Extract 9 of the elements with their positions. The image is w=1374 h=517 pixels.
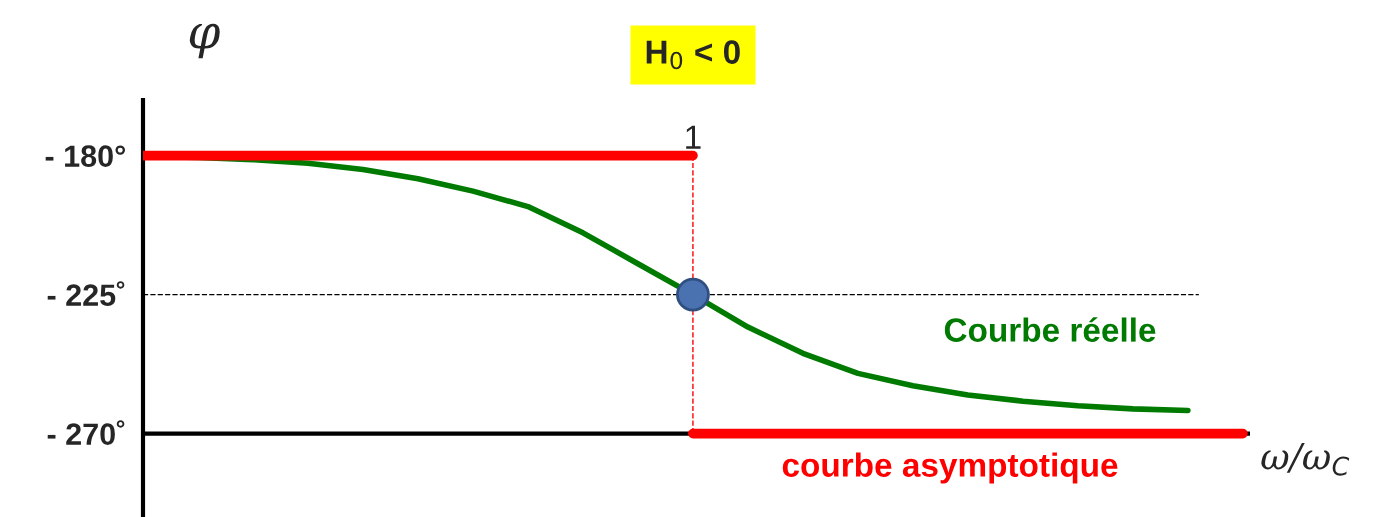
y-tick-label: - 225˚ [47, 281, 125, 306]
annotation: Courbe réelle [944, 317, 1156, 342]
y-axis-title: φ [189, 23, 220, 59]
annotation: courbe asymptotique [782, 452, 1118, 484]
x-axis-title: ω/ω$_{C}$ [1261, 443, 1350, 476]
chart-title: H$_{0}$ < 0 [646, 40, 740, 70]
y-tick-label: - 180° [45, 145, 126, 167]
x-tick-label: 1 [686, 125, 701, 149]
y-tick-label: - 270˚ [47, 420, 125, 445]
